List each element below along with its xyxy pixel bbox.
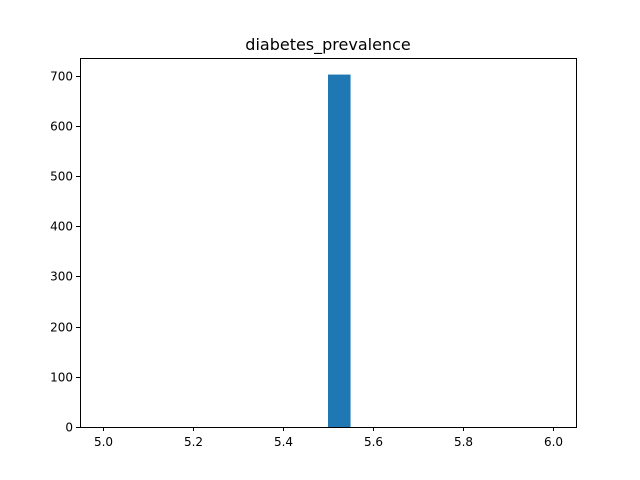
y-tick-label-7: 700 <box>50 70 73 84</box>
x-tick-label-1: 5.2 <box>184 435 203 449</box>
x-tick-label-3: 5.6 <box>364 435 383 449</box>
y-tick-label-5: 500 <box>50 170 73 184</box>
y-tick-label-0: 0 <box>65 421 73 435</box>
x-axis: 5.0 5.2 5.4 5.6 5.8 6.0 <box>94 427 563 449</box>
histogram-bar-0 <box>328 74 351 427</box>
x-tick-label-0: 5.0 <box>94 435 113 449</box>
y-axis: 0 100 200 300 400 500 600 700 <box>50 70 80 435</box>
x-tick-label-2: 5.4 <box>274 435 293 449</box>
x-tick-label-5: 6.0 <box>544 435 563 449</box>
chart-title: diabetes_prevalence <box>245 35 410 55</box>
plot-frame <box>80 58 577 428</box>
y-tick-label-1: 100 <box>50 371 73 385</box>
x-tick-label-4: 5.8 <box>454 435 473 449</box>
y-tick-label-3: 300 <box>50 270 73 284</box>
y-tick-label-2: 200 <box>50 321 73 335</box>
y-tick-label-6: 600 <box>50 120 73 134</box>
bars-layer <box>328 74 351 427</box>
y-tick-label-4: 400 <box>50 220 73 234</box>
